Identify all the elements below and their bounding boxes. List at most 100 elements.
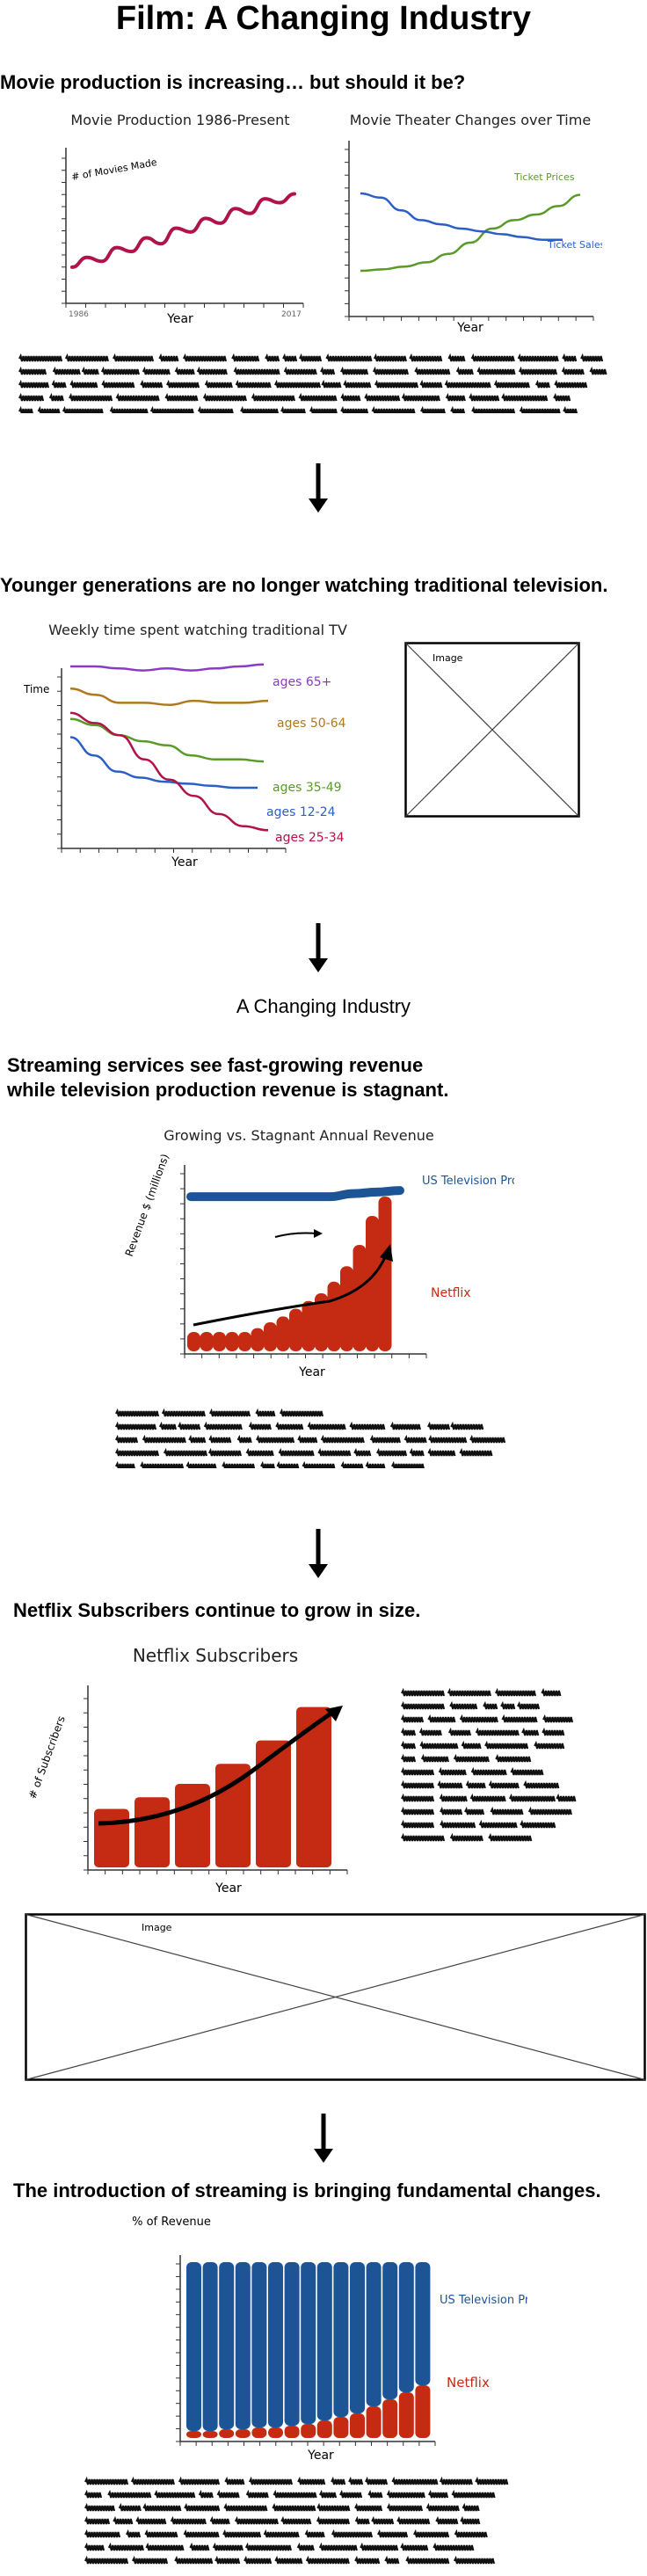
tv-share-bar (333, 2262, 349, 2417)
series-line (70, 192, 296, 269)
netflix-share-bar (398, 2392, 414, 2438)
series-line (69, 688, 269, 706)
movie-production-chart: Movie Production 1986-Present # of Movie… (62, 112, 304, 325)
tv-share-bar (202, 2262, 218, 2431)
netflix-bar (276, 1316, 290, 1351)
netflix-bar (251, 1328, 265, 1351)
subscriber-bar (215, 1764, 251, 1867)
trend-arrow (274, 1232, 317, 1238)
chart-title: Growing vs. Stagnant Annual Revenue (164, 1127, 434, 1144)
legend-ages-12-24: ages 12-24 (266, 805, 336, 819)
scribble-text-block (115, 1408, 506, 1468)
revenue-chart: Growing vs. Stagnant Annual Revenue Reve… (123, 1127, 514, 1379)
tv-share-bar (415, 2262, 431, 2385)
image-placeholder: Image (25, 1913, 646, 2081)
netflix-bar (200, 1332, 214, 1351)
legend-ages-25-34: ages 25-34 (275, 831, 345, 845)
netflix-bar (378, 1197, 392, 1351)
y-axis-label: # of Subscribers (26, 1714, 68, 1801)
x-tick-label: 2017 (281, 310, 302, 319)
weekly-tv-chart: Weekly time spent watching traditional T… (23, 622, 347, 870)
tv-share-bar (316, 2262, 332, 2420)
netflix-share-bar (382, 2399, 398, 2438)
netflix-share-bar (350, 2413, 365, 2438)
legend-ticket-sales: Ticket Sales (547, 239, 602, 251)
section4-heading: Netflix Subscribers continue to grow in … (13, 1599, 421, 1621)
netflix-share-bar (186, 2431, 201, 2438)
netflix-share-bar (219, 2429, 235, 2438)
scribble-text-block (18, 353, 607, 413)
tv-share-bar (398, 2262, 414, 2392)
tv-share-bar (382, 2262, 398, 2399)
netflix-bar (264, 1322, 277, 1351)
netflix-bar (315, 1293, 328, 1351)
x-axis-label: Year (456, 321, 483, 334)
down-arrow-icon (309, 463, 328, 513)
tv-share-bar (268, 2262, 283, 2427)
section-subtitle: A Changing Industry (236, 995, 411, 1017)
netflix-share-bar (333, 2417, 349, 2438)
arrowhead-icon (314, 1229, 323, 1238)
legend-ages-35-49: ages 35-49 (273, 781, 342, 795)
section2-heading: Younger generations are no longer watchi… (0, 574, 608, 596)
x-tick-label: 1986 (69, 310, 89, 319)
netflix-share-bar (301, 2424, 316, 2438)
tv-share-bar (350, 2262, 365, 2413)
scribble-text-block (401, 1687, 577, 1842)
subscriber-bar (175, 1784, 210, 1867)
section3-heading-line2: while television production revenue is s… (7, 1079, 449, 1101)
image-label: Image (433, 652, 463, 664)
legend-netflix: Netflix (447, 2375, 490, 2390)
series-line-ticket-prices (360, 193, 581, 273)
growth-trend-arrow (98, 1707, 338, 1826)
down-arrow-icon (309, 1529, 328, 1578)
section5-heading: The introduction of streaming is bringin… (13, 2179, 601, 2201)
tv-share-bar (219, 2262, 235, 2429)
legend-netflix: Netflix (431, 1286, 471, 1300)
legend-tv-production: US Television Production (422, 1175, 514, 1188)
subscriber-bar (296, 1706, 331, 1867)
netflix-share-bar (316, 2420, 332, 2438)
section1-heading: Movie production is increasing… but shou… (0, 71, 466, 93)
series-line-ticket-sales (360, 192, 563, 242)
growth-trend-arrow (193, 1252, 389, 1327)
movie-theater-chart: Movie Theater Changes over Time Ticket P… (345, 112, 602, 334)
netflix-bar (213, 1332, 226, 1351)
image-placeholder: Image (404, 642, 580, 818)
legend-ages-65: ages 65+ (273, 675, 331, 689)
chart-title: Movie Production 1986-Present (70, 112, 289, 128)
page-title: Film: A Changing Industry (115, 0, 532, 37)
chart-title: Netflix Subscribers (133, 1645, 298, 1666)
legend-ages-50-64: ages 50-64 (277, 717, 346, 731)
section3-heading-line1: Streaming services see fast-growing reve… (7, 1054, 424, 1076)
subscriber-bar (134, 1797, 170, 1867)
x-axis-label: Year (214, 1881, 242, 1896)
netflix-bar (225, 1332, 239, 1351)
scribble-text-block (84, 2476, 509, 2565)
series-line (69, 736, 258, 790)
x-axis-label: Year (298, 1365, 325, 1379)
netflix-share-bar (202, 2431, 218, 2438)
netflix-bar (238, 1332, 251, 1351)
tv-share-bar (366, 2262, 382, 2406)
down-arrow-icon (314, 2114, 333, 2163)
chart-title: Movie Theater Changes over Time (350, 112, 591, 128)
revenue-share-chart: % of Revenue US Television Production Ne… (132, 2216, 527, 2463)
arrowhead-icon (380, 1244, 393, 1262)
tv-share-bar (235, 2262, 251, 2429)
down-arrow-icon (309, 923, 328, 972)
subscriber-bar (256, 1740, 291, 1867)
arrowhead-icon (325, 1706, 343, 1721)
subscriber-bar (94, 1808, 129, 1867)
netflix-share-bar (268, 2427, 283, 2438)
netflix-share-bar (366, 2406, 382, 2438)
netflix-bar (289, 1308, 302, 1351)
netflix-bar (340, 1266, 353, 1351)
netflix-subscribers-chart: Netflix Subscribers # of Subscribers Yea… (26, 1645, 348, 1896)
image-label: Image (142, 1922, 172, 1933)
tv-share-bar (301, 2262, 316, 2424)
tv-revenue-line (186, 1186, 404, 1202)
x-axis-label: Year (307, 2449, 334, 2463)
y-axis-label: Time (23, 683, 49, 695)
y-axis-label: # of Movies Made (70, 156, 158, 183)
